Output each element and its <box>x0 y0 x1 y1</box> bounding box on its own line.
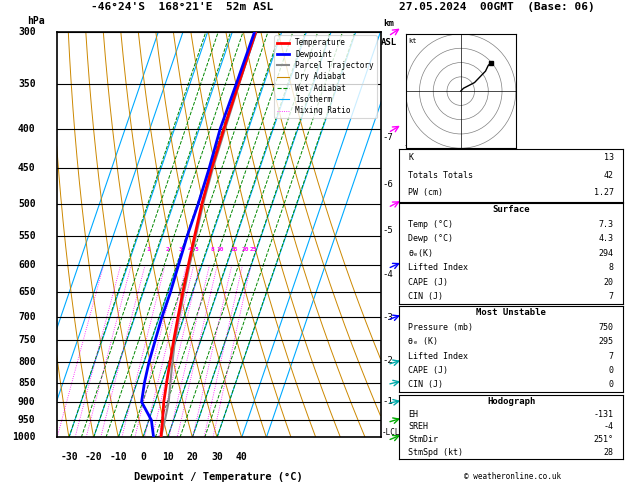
Text: 300: 300 <box>18 27 36 36</box>
Text: 650: 650 <box>18 287 36 297</box>
Text: -5: -5 <box>403 241 414 249</box>
Text: EH: EH <box>408 410 418 418</box>
Text: 950: 950 <box>18 415 36 425</box>
Text: StmDir: StmDir <box>408 435 438 444</box>
Text: 10: 10 <box>162 451 174 462</box>
Text: 4: 4 <box>187 247 191 252</box>
Text: 42: 42 <box>604 171 614 180</box>
Text: 20: 20 <box>186 451 198 462</box>
Text: SREH: SREH <box>408 422 428 432</box>
Text: 350: 350 <box>18 79 36 88</box>
Text: -20: -20 <box>85 451 103 462</box>
Text: 294: 294 <box>599 249 614 258</box>
Text: 850: 850 <box>18 378 36 388</box>
Text: -46°24'S  168°21'E  52m ASL: -46°24'S 168°21'E 52m ASL <box>91 2 274 12</box>
Text: CAPE (J): CAPE (J) <box>408 278 448 287</box>
Text: Dewp (°C): Dewp (°C) <box>408 234 454 243</box>
Text: -2: -2 <box>403 380 414 389</box>
Text: 28: 28 <box>604 448 614 457</box>
Text: -4: -4 <box>382 270 393 278</box>
Text: 800: 800 <box>18 357 36 367</box>
Text: -3: -3 <box>403 334 414 343</box>
Text: Totals Totals: Totals Totals <box>408 171 474 180</box>
Text: 1: 1 <box>146 247 150 252</box>
Text: -30: -30 <box>60 451 78 462</box>
Text: 1.27: 1.27 <box>594 189 614 197</box>
Text: -131: -131 <box>594 410 614 418</box>
Text: θₑ (K): θₑ (K) <box>408 337 438 346</box>
Text: 40: 40 <box>236 451 248 462</box>
Text: -7: -7 <box>403 140 414 150</box>
Text: 20: 20 <box>604 278 614 287</box>
Text: 15: 15 <box>231 247 238 252</box>
Text: 400: 400 <box>18 123 36 134</box>
Text: 500: 500 <box>18 199 36 209</box>
Text: 251°: 251° <box>594 435 614 444</box>
Text: Dewpoint / Temperature (°C): Dewpoint / Temperature (°C) <box>134 472 303 482</box>
Text: 0: 0 <box>609 366 614 375</box>
Text: 295: 295 <box>599 337 614 346</box>
Text: -2: -2 <box>382 356 393 364</box>
Text: K: K <box>408 154 413 162</box>
Text: 8: 8 <box>609 263 614 272</box>
Text: 4.3: 4.3 <box>599 234 614 243</box>
Text: Temp (°C): Temp (°C) <box>408 220 454 229</box>
Text: 700: 700 <box>18 312 36 322</box>
Legend: Temperature, Dewpoint, Parcel Trajectory, Dry Adiabat, Wet Adiabat, Isotherm, Mi: Temperature, Dewpoint, Parcel Trajectory… <box>274 35 377 118</box>
Text: 5: 5 <box>194 247 198 252</box>
Text: 550: 550 <box>18 231 36 241</box>
Text: CIN (J): CIN (J) <box>408 292 443 301</box>
Text: -3: -3 <box>382 313 393 322</box>
Text: Most Unstable: Most Unstable <box>476 309 546 317</box>
Text: -4: -4 <box>403 288 414 296</box>
Text: 600: 600 <box>18 260 36 270</box>
Text: 0: 0 <box>140 451 146 462</box>
Text: -5: -5 <box>382 226 393 235</box>
Text: kt: kt <box>408 37 417 44</box>
Text: 900: 900 <box>18 397 36 407</box>
Text: 8: 8 <box>210 247 214 252</box>
Text: -4: -4 <box>604 422 614 432</box>
Text: 1000: 1000 <box>12 433 36 442</box>
Text: 3: 3 <box>179 247 182 252</box>
Text: © weatheronline.co.uk: © weatheronline.co.uk <box>464 472 561 481</box>
Text: -6: -6 <box>403 192 414 202</box>
Text: km: km <box>383 18 394 28</box>
Text: Hodograph: Hodograph <box>487 397 535 406</box>
Text: 13: 13 <box>604 154 614 162</box>
Text: 750: 750 <box>599 323 614 332</box>
Text: -6: -6 <box>382 180 393 189</box>
Text: 2: 2 <box>166 247 170 252</box>
Text: 750: 750 <box>18 335 36 346</box>
Text: Mixing Ratio (g/kg): Mixing Ratio (g/kg) <box>415 183 424 286</box>
Text: -LCL: -LCL <box>382 428 401 437</box>
Text: -1: -1 <box>403 424 414 434</box>
Text: Pressure (mb): Pressure (mb) <box>408 323 474 332</box>
Text: PW (cm): PW (cm) <box>408 189 443 197</box>
Text: CIN (J): CIN (J) <box>408 381 443 389</box>
Text: CAPE (J): CAPE (J) <box>408 366 448 375</box>
Text: Surface: Surface <box>493 206 530 214</box>
Text: θₑ(K): θₑ(K) <box>408 249 433 258</box>
Text: Lifted Index: Lifted Index <box>408 352 469 361</box>
Text: 25: 25 <box>250 247 257 252</box>
Text: -1: -1 <box>382 397 393 406</box>
Text: ASL: ASL <box>381 38 397 47</box>
Text: Lifted Index: Lifted Index <box>408 263 469 272</box>
Text: 30: 30 <box>211 451 223 462</box>
Text: hPa: hPa <box>27 16 45 25</box>
Text: 7: 7 <box>609 292 614 301</box>
Text: 7: 7 <box>609 352 614 361</box>
Text: 20: 20 <box>242 247 249 252</box>
Text: 450: 450 <box>18 163 36 173</box>
Text: -7: -7 <box>382 133 393 142</box>
Text: 10: 10 <box>216 247 224 252</box>
Text: 27.05.2024  00GMT  (Base: 06): 27.05.2024 00GMT (Base: 06) <box>399 2 595 12</box>
Text: 7.3: 7.3 <box>599 220 614 229</box>
Text: StmSpd (kt): StmSpd (kt) <box>408 448 464 457</box>
Text: -10: -10 <box>109 451 127 462</box>
Text: 0: 0 <box>609 381 614 389</box>
